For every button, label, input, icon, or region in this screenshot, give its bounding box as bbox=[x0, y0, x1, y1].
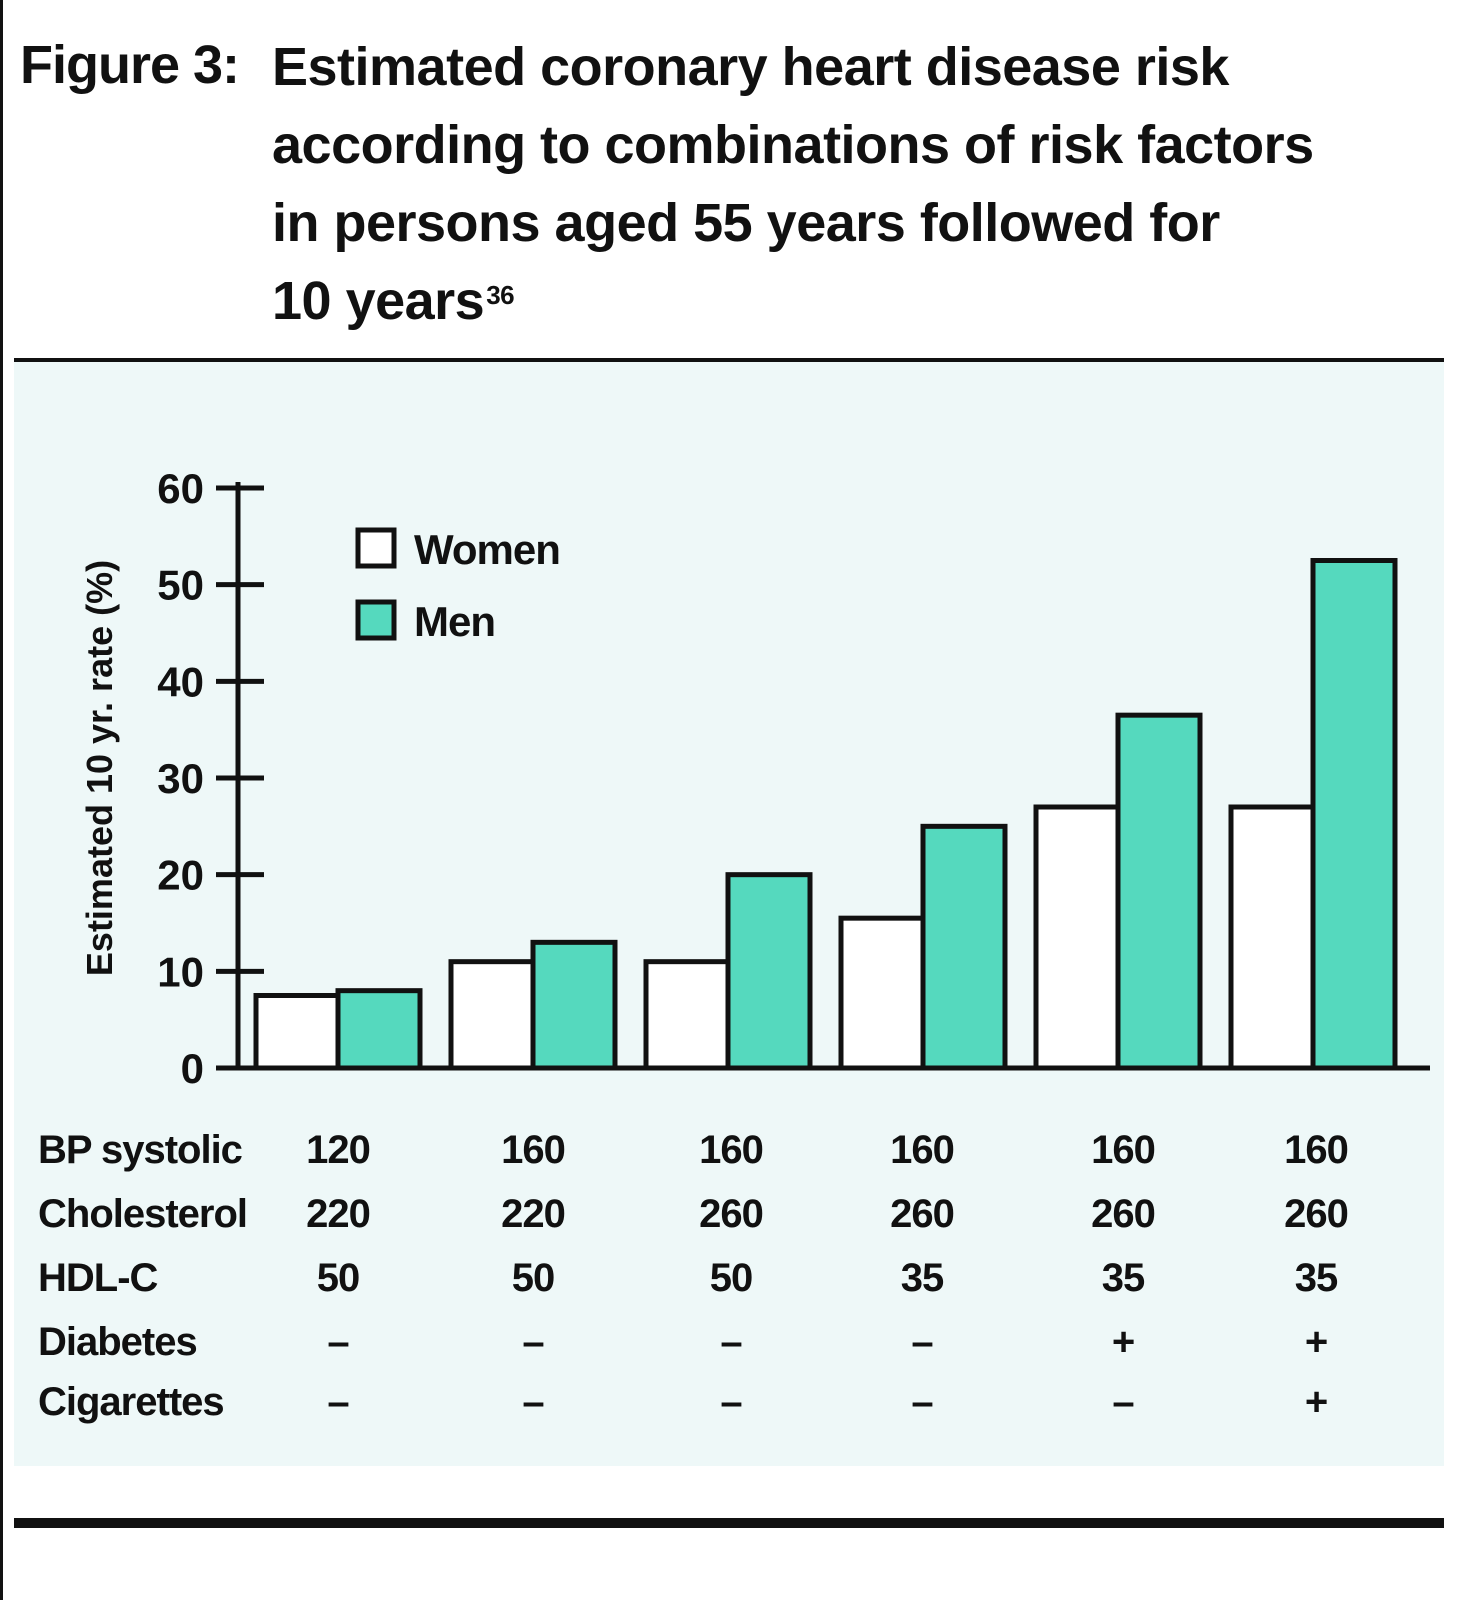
legend-label-men: Men bbox=[414, 598, 495, 645]
factor-value-cholesterol-2: 220 bbox=[501, 1192, 566, 1236]
title-line-4: 10 years36 bbox=[272, 262, 1314, 340]
factor-value-cigarettes-3: – bbox=[720, 1380, 742, 1424]
factor-value-bp-systolic-4: 160 bbox=[890, 1128, 955, 1172]
bottom-rule bbox=[14, 1518, 1444, 1528]
bar-men-1 bbox=[335, 988, 423, 1071]
factor-value-bp-systolic-1: 120 bbox=[306, 1128, 371, 1172]
figure-number: Figure 3: bbox=[20, 35, 240, 95]
bar-women-5 bbox=[1033, 804, 1121, 1071]
left-border bbox=[0, 0, 3, 1600]
y-tick-label-10: 10 bbox=[157, 948, 204, 995]
legend-swatch-women bbox=[355, 527, 397, 569]
factor-value-diabetes-2: – bbox=[522, 1320, 544, 1364]
y-tick-label-60: 60 bbox=[157, 465, 204, 512]
bar-women-1 bbox=[253, 993, 341, 1071]
bar-women-3 bbox=[643, 959, 731, 1071]
y-tick-label-0: 0 bbox=[181, 1045, 204, 1092]
reference-superscript: 36 bbox=[486, 280, 515, 310]
factor-label-hdl-c: HDL-C bbox=[38, 1256, 158, 1300]
factor-value-diabetes-5: + bbox=[1111, 1320, 1135, 1364]
factor-value-hdl-c-2: 50 bbox=[511, 1256, 556, 1300]
bar-men-4 bbox=[920, 823, 1008, 1071]
factor-label-diabetes: Diabetes bbox=[38, 1320, 198, 1364]
factor-value-cigarettes-2: – bbox=[522, 1380, 544, 1424]
factor-value-cigarettes-6: + bbox=[1304, 1380, 1328, 1424]
bar-men-3 bbox=[725, 872, 813, 1071]
factor-label-bp-systolic: BP systolic bbox=[38, 1128, 243, 1172]
factor-value-bp-systolic-5: 160 bbox=[1091, 1128, 1156, 1172]
legend-swatch-men bbox=[355, 599, 397, 641]
factor-value-bp-systolic-6: 160 bbox=[1284, 1128, 1349, 1172]
factor-value-cigarettes-5: – bbox=[1112, 1380, 1134, 1424]
bar-women-2 bbox=[448, 959, 536, 1071]
title-line-1: Estimated coronary heart disease risk bbox=[272, 37, 1229, 97]
factor-value-diabetes-3: – bbox=[720, 1320, 742, 1364]
factor-label-cholesterol: Cholesterol bbox=[38, 1192, 248, 1236]
factor-value-diabetes-1: – bbox=[327, 1320, 349, 1364]
bar-women-6 bbox=[1228, 804, 1316, 1071]
title-line-2: according to combinations of risk factor… bbox=[272, 115, 1314, 175]
factor-value-cholesterol-5: 260 bbox=[1091, 1192, 1156, 1236]
bar-men-5 bbox=[1115, 712, 1203, 1071]
bar-men-2 bbox=[530, 939, 618, 1071]
factor-value-cholesterol-4: 260 bbox=[890, 1192, 955, 1236]
y-tick-label-30: 30 bbox=[157, 755, 204, 802]
title-line-4-text: 10 years bbox=[272, 271, 485, 331]
top-rule bbox=[14, 358, 1444, 362]
figure-title-text: Estimated coronary heart disease risk ac… bbox=[272, 28, 1314, 340]
factor-value-hdl-c-4: 35 bbox=[900, 1256, 945, 1300]
bar-men-6 bbox=[1310, 558, 1398, 1071]
factor-value-bp-systolic-2: 160 bbox=[501, 1128, 566, 1172]
factor-value-hdl-c-5: 35 bbox=[1101, 1256, 1146, 1300]
y-tick-label-50: 50 bbox=[157, 562, 204, 609]
factor-value-hdl-c-6: 35 bbox=[1294, 1256, 1339, 1300]
factor-value-hdl-c-1: 50 bbox=[316, 1256, 361, 1300]
factor-value-diabetes-6: + bbox=[1304, 1320, 1328, 1364]
factor-value-cigarettes-4: – bbox=[911, 1380, 933, 1424]
factor-label-cigarettes: Cigarettes bbox=[38, 1380, 225, 1424]
factor-value-cholesterol-3: 260 bbox=[699, 1192, 764, 1236]
y-tick-label-40: 40 bbox=[157, 658, 204, 705]
factor-value-cigarettes-1: – bbox=[327, 1380, 349, 1424]
bar-women-4 bbox=[838, 915, 926, 1071]
factor-value-cholesterol-6: 260 bbox=[1284, 1192, 1349, 1236]
factor-value-diabetes-4: – bbox=[911, 1320, 933, 1364]
factor-value-bp-systolic-3: 160 bbox=[699, 1128, 764, 1172]
title-line-3: in persons aged 55 years followed for bbox=[272, 193, 1220, 253]
legend-label-women: Women bbox=[414, 526, 560, 573]
factor-value-hdl-c-3: 50 bbox=[709, 1256, 754, 1300]
factor-value-cholesterol-1: 220 bbox=[306, 1192, 371, 1236]
y-tick-label-20: 20 bbox=[157, 852, 204, 899]
y-axis-label: Estimated 10 yr. rate (%) bbox=[79, 560, 120, 976]
